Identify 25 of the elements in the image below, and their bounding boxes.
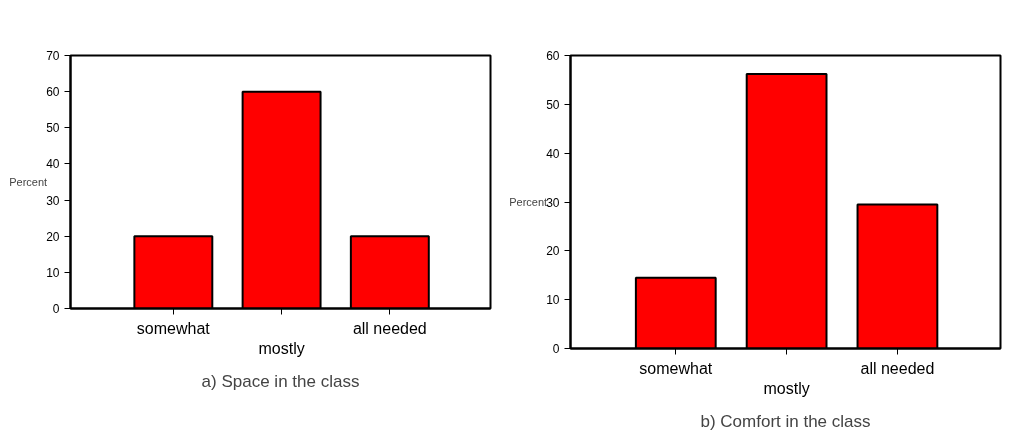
y-axis-title: Percent [509, 196, 548, 208]
y-tick-label: 60 [46, 85, 60, 100]
x-tick-label: somewhat [136, 319, 211, 337]
y-tick-label: 30 [46, 193, 60, 208]
y-tick-label: 40 [46, 157, 60, 172]
y-tick-label: 50 [546, 97, 560, 112]
text: b) Comfort in the class [700, 411, 871, 431]
x-tick-label: mostly [763, 379, 810, 397]
y-tick-label: 70 [46, 49, 60, 63]
x-tick-label: all needed [352, 319, 427, 337]
text: a) Space in the class [201, 371, 360, 391]
y-tick-label: 0 [552, 342, 560, 356]
y-tick-label: 10 [546, 293, 560, 308]
y-tick-label: 20 [46, 229, 60, 244]
y-tick-label: 30 [546, 195, 560, 210]
x-tick-label: all needed [860, 359, 935, 377]
y-tick-label: 20 [546, 244, 560, 259]
y-axis-title: Percent [9, 176, 48, 188]
x-tick-label: somewhat [639, 359, 713, 377]
x-tick-label: mostly [258, 339, 305, 357]
y-tick-label: 0 [52, 302, 60, 316]
y-tick-label: 40 [546, 146, 560, 161]
y-tick-label: 50 [46, 121, 60, 136]
y-tick-label: 60 [546, 49, 560, 63]
y-tick-label: 10 [46, 265, 60, 280]
